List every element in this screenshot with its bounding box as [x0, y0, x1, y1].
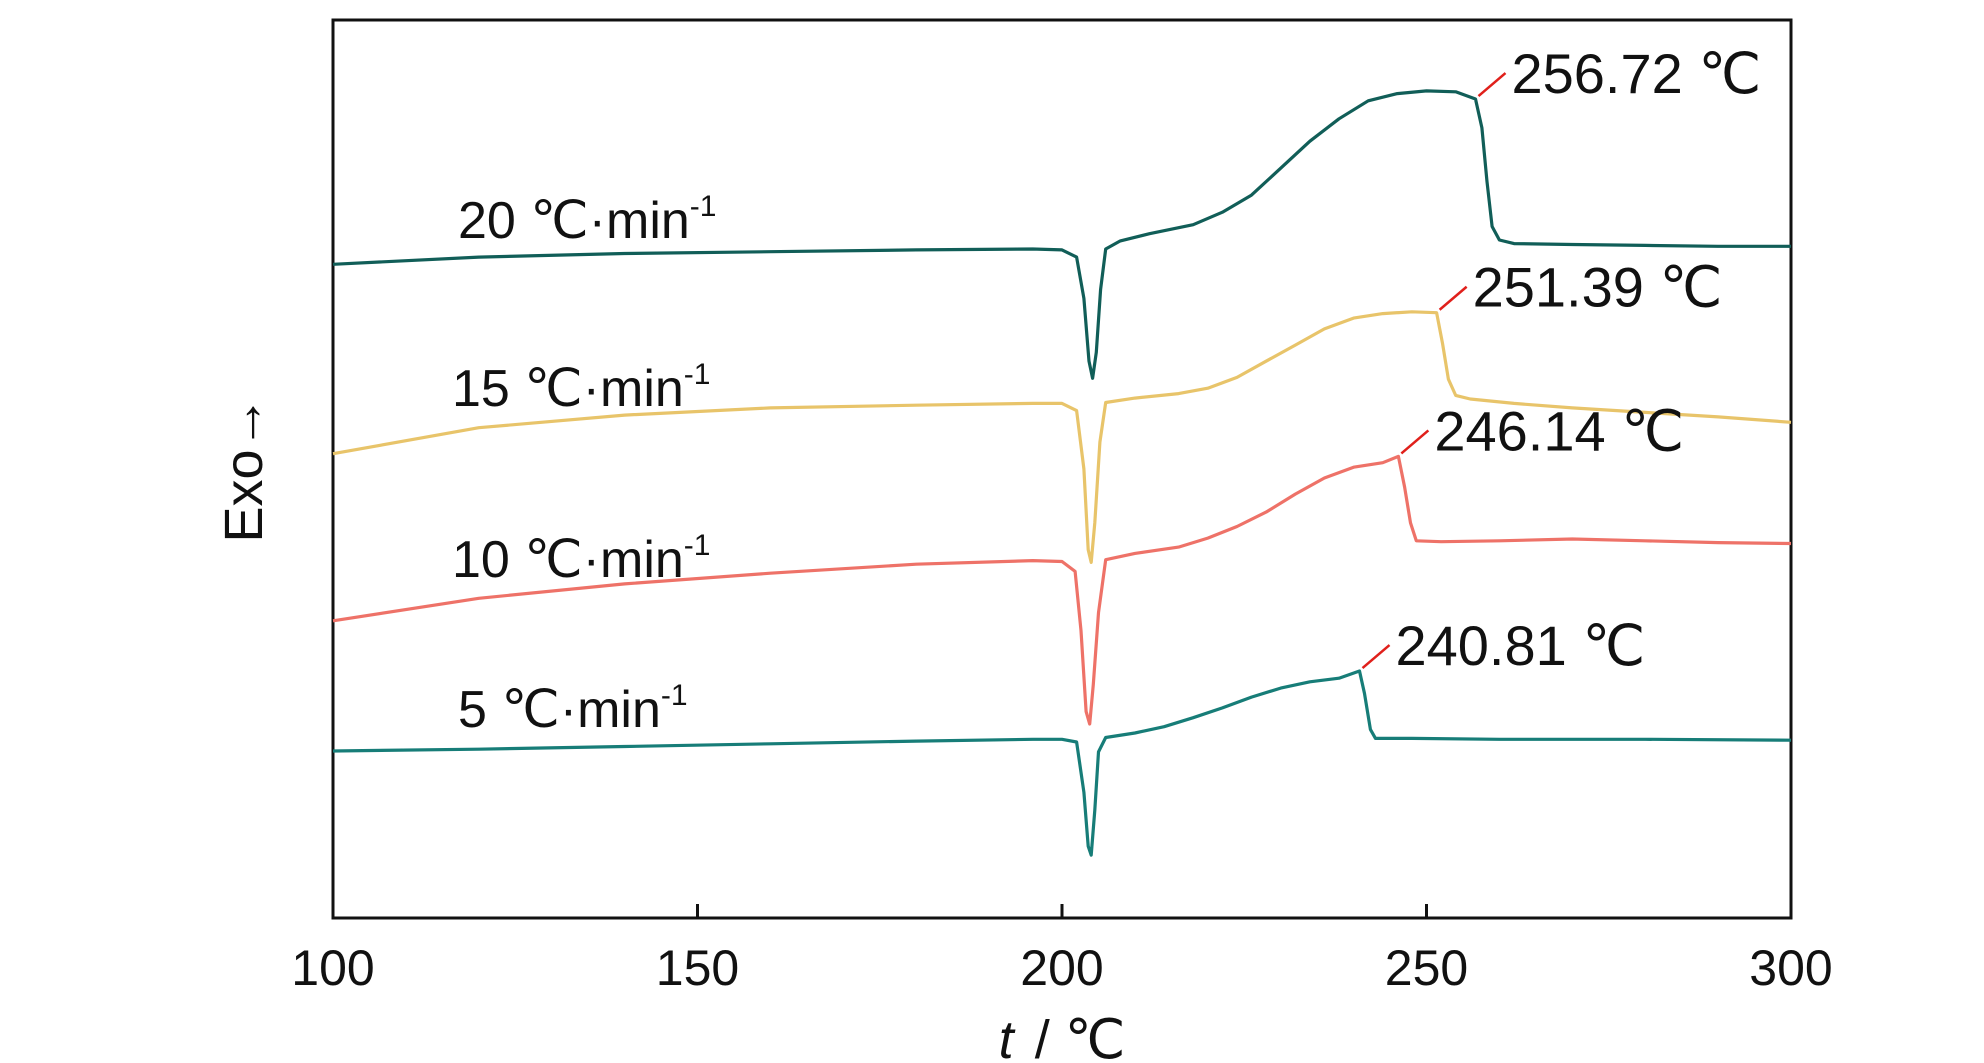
peak-label-20-c-min: 256.72 ℃	[1511, 42, 1761, 105]
series-label-20-c-min: 20 ℃·min-1	[458, 190, 716, 250]
series-line-15-c-min	[332, 310, 1792, 564]
peak-label-15-c-min: 251.39 ℃	[1473, 256, 1723, 319]
x-axis-variable: t	[999, 1010, 1016, 1063]
series-label-10-c-min: 10 ℃·min-1	[452, 529, 710, 589]
peak-label-10-c-min: 246.14 ℃	[1434, 399, 1684, 462]
series-line-5-c-min	[332, 669, 1792, 857]
series-line-10-c-min	[332, 454, 1792, 726]
series-labels: 256.72 ℃ 20 ℃·min-1 251.39 ℃ 15 ℃·min-1 246.…	[452, 42, 1761, 739]
peak-leader-5-c-min	[1361, 644, 1391, 670]
series-label-15-c-min: 15 ℃·min-1	[452, 358, 710, 418]
y-axis-title: Exo→	[214, 395, 274, 542]
peak-leader-15-c-min	[1438, 285, 1468, 311]
x-axis-ticks	[331, 904, 1793, 918]
series-layer	[332, 89, 1792, 857]
x-tick-label-250: 250	[1385, 940, 1468, 996]
x-axis-unit: / ℃	[1035, 1010, 1126, 1063]
x-axis-title: t / ℃	[999, 1010, 1126, 1063]
peak-leader-10-c-min	[1400, 429, 1430, 455]
x-tick-label-300: 300	[1749, 940, 1832, 996]
x-axis-tick-labels: 100 150 200 250 300	[291, 940, 1832, 996]
x-tick-label-200: 200	[1020, 940, 1103, 996]
x-tick-label-100: 100	[291, 940, 374, 996]
peak-leader-20-c-min	[1477, 72, 1507, 97]
x-tick-label-150: 150	[656, 940, 739, 996]
peak-label-5-c-min: 240.81 ℃	[1396, 614, 1646, 677]
plot-frame	[331, 18, 1793, 920]
series-label-5-c-min: 5 ℃·min-1	[458, 679, 688, 739]
series-line-20-c-min	[332, 89, 1791, 380]
